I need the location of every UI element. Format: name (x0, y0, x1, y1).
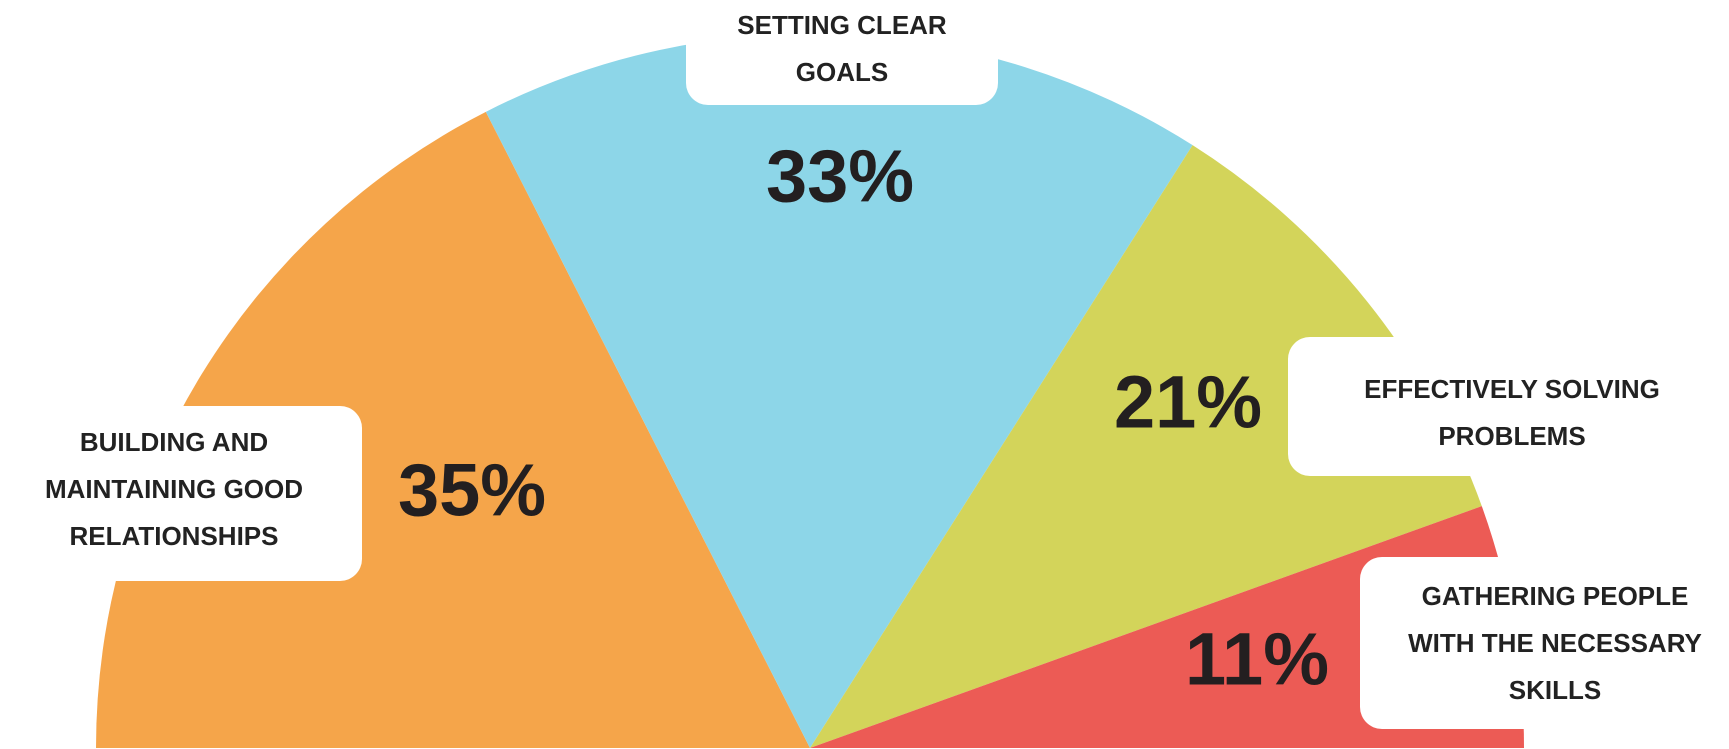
slice (810, 145, 1482, 749)
category-label: GATHERING PEOPLE WITH THE NECESSARY SKIL… (1408, 581, 1702, 705)
value-label: 35% (398, 449, 546, 532)
label-box (1288, 337, 1729, 476)
slice (96, 111, 810, 748)
label-box (686, 0, 998, 105)
category-label: BUILDING AND MAINTAINING GOOD RELATIONSH… (44, 427, 304, 551)
value-label: 21% (1114, 361, 1262, 444)
value-labels: 35% 33% 21% 11% (398, 135, 1329, 701)
slice (810, 506, 1524, 748)
category-label: SETTING CLEAR GOALS (737, 10, 947, 87)
slices (96, 34, 1524, 749)
label-box (0, 406, 362, 581)
label-box (1360, 557, 1729, 729)
value-label: 33% (766, 135, 914, 218)
slice (485, 34, 1193, 748)
category-label: EFFECTIVELY SOLVING PROBLEMS (1364, 374, 1660, 451)
value-label: 11% (1185, 618, 1329, 701)
